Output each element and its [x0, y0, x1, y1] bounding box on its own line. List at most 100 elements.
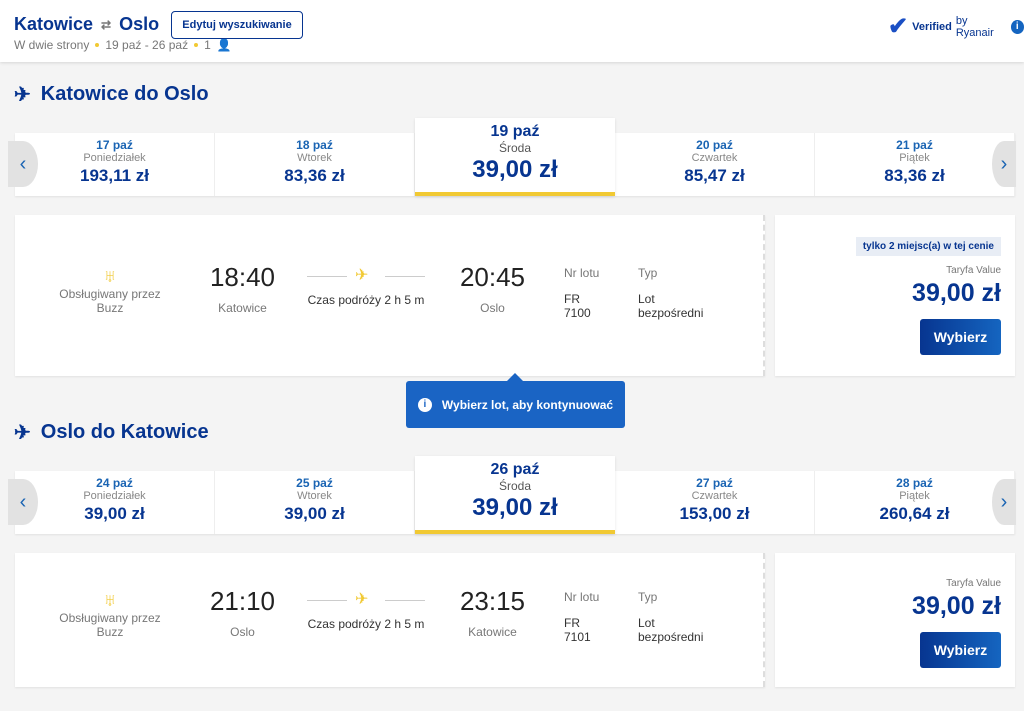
chevron-left-icon: ‹ — [19, 152, 27, 175]
date: 25 paź — [296, 476, 333, 490]
date: 26 paź — [490, 461, 540, 478]
trip-type: W dwie strony — [14, 38, 90, 52]
weekday: Piątek — [899, 152, 930, 164]
flight-number: FR 7101 — [564, 616, 591, 644]
date: 27 paź — [696, 476, 733, 490]
info-icon: i — [417, 397, 432, 412]
date-tile[interactable]: 27 paź Czwartek 153,00 zł — [615, 471, 815, 534]
date: 24 paź — [96, 476, 133, 490]
info-icon[interactable]: i — [1010, 19, 1024, 34]
departure-city: Katowice — [218, 300, 267, 315]
price: 39,00 zł — [472, 494, 558, 521]
weekday: Poniedziałek — [83, 152, 146, 164]
section-title: ✈ Oslo do Katowice — [14, 420, 209, 445]
continue-tooltip: i Wybierz lot, aby kontynuować — [406, 373, 625, 428]
departure-time: 21:10 — [209, 586, 276, 616]
date-tile-selected[interactable]: 19 paź Środa 39,00 zł — [415, 118, 615, 196]
fare-label: Taryfa Value — [946, 578, 1001, 589]
departure-city: Oslo — [230, 625, 255, 639]
price: 260,64 zł — [879, 504, 950, 523]
arrival-time: 23:15 — [459, 586, 526, 616]
fare-price: 39,00 zł — [912, 279, 1001, 307]
weekday: Wtorek — [297, 490, 332, 502]
price: 193,11 zł — [79, 166, 149, 185]
date-tile[interactable]: 20 paź Czwartek 85,47 zł — [615, 133, 815, 196]
duration: Czas podróży 2 h 5 m — [307, 617, 425, 631]
weekday: Środa — [498, 479, 532, 493]
section-title-text: Katowice do Oslo — [40, 83, 209, 105]
date-tile[interactable]: 21 paź Piątek 83,36 zł — [815, 133, 1015, 196]
departure-time: 18:40 — [209, 261, 276, 292]
fare-panel: tylko 2 miejsc(a) w tej cenie Taryfa Valu… — [775, 215, 1015, 376]
operator: Obsługiwany przez Buzz — [59, 611, 161, 639]
verified-by: by Ryanair — [955, 14, 994, 39]
price: 153,00 zł — [679, 504, 750, 523]
divider — [307, 275, 347, 277]
price: 39,00 zł — [84, 504, 145, 523]
flight-card[interactable]: ♅ Obsługiwany przez Buzz 18:40 Katowice ✈ … — [15, 215, 765, 376]
flight-card[interactable]: ♅ Obsługiwany przez Buzz 21:10 Oslo ✈ Czas… — [15, 553, 765, 687]
plane-takeoff-icon: ✈ — [14, 84, 31, 106]
section-title-text: Oslo do Katowice — [40, 421, 209, 443]
passenger-count: 1 — [204, 38, 211, 52]
date-tile[interactable]: 18 paź Wtorek 83,36 zł — [215, 133, 415, 196]
type-label: Typ — [638, 265, 658, 280]
divider — [385, 275, 425, 277]
plane-takeoff-icon: ✈ — [14, 422, 31, 444]
date: 28 paź — [896, 476, 933, 490]
edit-search-button[interactable]: Edytuj wyszukiwanie — [171, 11, 303, 39]
price: 39,00 zł — [284, 504, 345, 523]
weekday: Czwartek — [691, 152, 738, 164]
tooltip-text: Wybierz lot, aby kontynuować — [441, 397, 614, 412]
flight-type: Lot bezpośredni — [638, 616, 704, 644]
section-title: ✈ Katowice do Oslo — [14, 82, 209, 107]
price: 83,36 zł — [284, 166, 345, 185]
divider — [307, 600, 347, 601]
prev-dates-button[interactable]: ‹ — [8, 141, 38, 187]
header: Katowice ⇄ Oslo W dwie strony 19 paź - 2… — [0, 0, 1024, 62]
separator-dot — [95, 43, 100, 47]
date-tile-selected[interactable]: 26 paź Środa 39,00 zł — [415, 456, 615, 534]
plane-icon: ✈ — [355, 591, 369, 608]
date: 19 paź — [490, 123, 540, 140]
date-tile[interactable]: 24 paź Poniedziałek 39,00 zł — [15, 471, 215, 534]
date: 18 paź — [296, 138, 333, 152]
arrival-time: 20:45 — [459, 261, 526, 292]
prev-dates-button[interactable]: ‹ — [8, 479, 38, 525]
trip-dates: 19 paź - 26 paź — [105, 38, 189, 52]
date-tile[interactable]: 28 paź Piątek 260,64 zł — [815, 471, 1015, 534]
chevron-left-icon: ‹ — [19, 490, 27, 513]
chevron-right-icon: › — [1000, 152, 1008, 175]
select-flight-button[interactable]: Wybierz — [920, 632, 1001, 668]
flight-number-label: Nr lotu — [564, 590, 600, 604]
date-tile[interactable]: 17 paź Poniedziałek 193,11 zł — [15, 133, 215, 196]
arrival-city: Katowice — [468, 625, 517, 639]
weekday: Czwartek — [691, 490, 738, 502]
flight-number-label: Nr lotu — [564, 265, 600, 280]
route-title: Katowice ⇄ Oslo — [14, 14, 159, 35]
verified-by-ryanair: ✔ Verified by Ryanair i — [888, 12, 1024, 41]
separator-dot — [194, 43, 199, 47]
weekday: Poniedziałek — [83, 490, 146, 502]
flight-number: FR 7100 — [564, 291, 591, 320]
divider — [385, 600, 425, 601]
select-flight-button[interactable]: Wybierz — [920, 319, 1001, 355]
date: 21 paź — [896, 138, 933, 152]
seats-left-badge: tylko 2 miejsc(a) w tej cenie — [855, 237, 1001, 256]
flight-type: Lot bezpośredni — [638, 291, 704, 320]
trip-summary: W dwie strony 19 paź - 26 paź 1 👤 — [14, 38, 232, 52]
price: 83,36 zł — [884, 166, 945, 185]
next-dates-button[interactable]: › — [992, 141, 1016, 187]
date-tile[interactable]: 25 paź Wtorek 39,00 zł — [215, 471, 415, 534]
origin: Katowice — [14, 14, 94, 34]
person-icon: 👤 — [216, 38, 232, 52]
chevron-right-icon: › — [1000, 490, 1008, 513]
type-label: Typ — [638, 590, 658, 604]
duration: Czas podróży 2 h 5 m — [307, 292, 425, 307]
arrival-city: Oslo — [480, 300, 505, 315]
date: 17 paź — [96, 138, 133, 152]
fare-panel: Taryfa Value 39,00 zł Wybierz — [775, 553, 1015, 687]
next-dates-button[interactable]: › — [992, 479, 1016, 525]
checkmark-icon: ✔ — [888, 13, 909, 40]
fare-price: 39,00 zł — [912, 592, 1001, 620]
